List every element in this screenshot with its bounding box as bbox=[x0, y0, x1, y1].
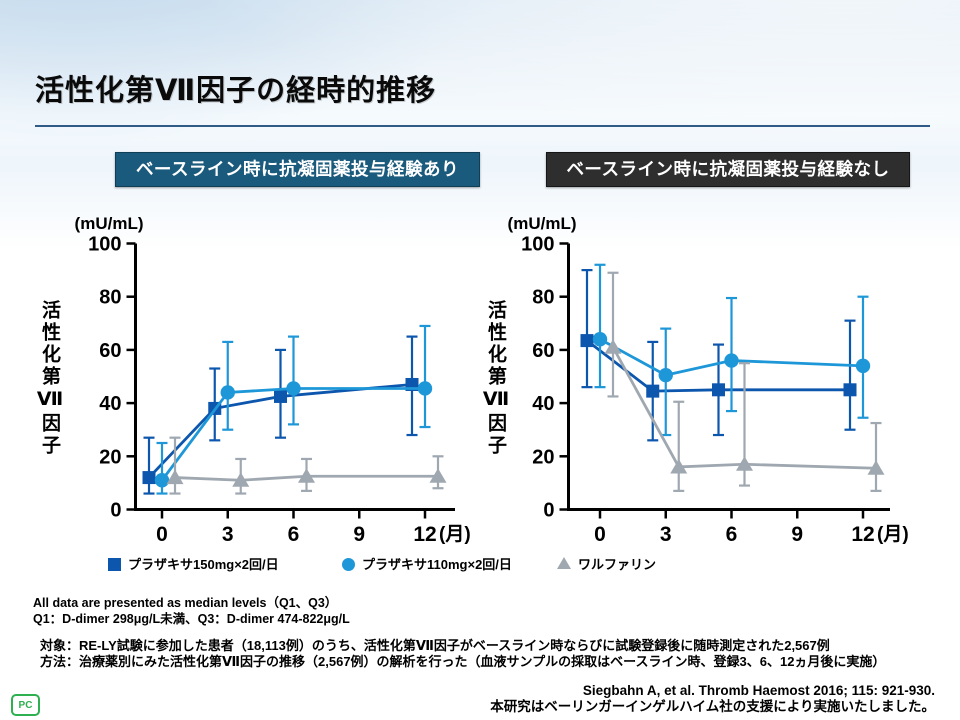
y-axis-title-right: 活性化第Ⅶ因子 bbox=[485, 300, 506, 457]
footnote-median-levels: All data are presented as median levels（… bbox=[33, 595, 350, 628]
svg-text:80: 80 bbox=[532, 287, 554, 309]
citation-support: 本研究はベーリンガーインゲルハイム社の支援により実施いたしました。 bbox=[490, 699, 935, 715]
svg-text:3: 3 bbox=[660, 523, 672, 546]
series-triangle bbox=[604, 271, 885, 492]
pc-logo: PC bbox=[11, 694, 40, 716]
series-triangle bbox=[166, 436, 447, 495]
footnote-method: 方法：治療薬別にみた活性化第Ⅶ因子の推移（2,567例）の解析を行った（血液サン… bbox=[40, 654, 886, 670]
svg-text:6: 6 bbox=[726, 523, 738, 546]
circle-marker-icon bbox=[342, 558, 355, 571]
y-axis-title-left: 活性化第Ⅶ因子 bbox=[39, 300, 60, 457]
triangle-marker-icon bbox=[557, 557, 571, 569]
legend-label: ワルファリン bbox=[578, 557, 657, 572]
legend-label: プラザキサ110mg×2回/日 bbox=[362, 557, 512, 572]
page-title: 活性化第Ⅶ因子の経時的推移 bbox=[35, 75, 437, 108]
svg-text:0: 0 bbox=[594, 523, 606, 546]
svg-text:40: 40 bbox=[99, 393, 121, 415]
svg-text:20: 20 bbox=[532, 446, 554, 468]
svg-text:0: 0 bbox=[543, 500, 554, 522]
footnote-line1: All data are presented as median levels（… bbox=[33, 596, 338, 610]
svg-text:100: 100 bbox=[521, 234, 554, 256]
svg-text:60: 60 bbox=[532, 340, 554, 362]
svg-text:3: 3 bbox=[222, 523, 234, 546]
citation-reference: Siegbahn A, et al. Thromb Haemost 2016; … bbox=[582, 683, 935, 698]
legend-item-dabigatran150: プラザキサ150mg×2回/日 bbox=[108, 554, 279, 573]
panel-header-prior-anticoagulant-no: ベースライン時に抗凝固薬投与経験なし bbox=[546, 152, 910, 187]
svg-text:(mU/mL): (mU/mL) bbox=[508, 214, 577, 233]
series-circle bbox=[154, 324, 433, 495]
square-marker-icon bbox=[108, 558, 121, 571]
svg-text:40: 40 bbox=[532, 393, 554, 415]
title-underline bbox=[35, 125, 930, 127]
series-square bbox=[580, 269, 857, 442]
svg-text:0: 0 bbox=[110, 500, 121, 522]
svg-text:12: 12 bbox=[413, 523, 436, 546]
series-circle bbox=[592, 263, 871, 437]
svg-text:(mU/mL): (mU/mL) bbox=[75, 214, 144, 233]
footnote-line2: Q1：D-dimer 298μg/L未満、Q3：D-dimer 474-822μ… bbox=[33, 612, 350, 627]
svg-text:60: 60 bbox=[99, 340, 121, 362]
footnote-study-design: 対象：RE-LY試験に参加した患者（18,113例）のうち、活性化第Ⅶ因子がベー… bbox=[40, 638, 885, 671]
svg-text:9: 9 bbox=[353, 523, 365, 546]
svg-text:100: 100 bbox=[88, 234, 121, 256]
svg-text:12: 12 bbox=[851, 523, 874, 546]
svg-text:80: 80 bbox=[99, 287, 121, 309]
svg-text:(月): (月) bbox=[877, 524, 909, 545]
panel-header-prior-anticoagulant-yes: ベースライン時に抗凝固薬投与経験あり bbox=[115, 152, 480, 187]
citation: Siegbahn A, et al. Thromb Haemost 2016; … bbox=[490, 683, 935, 715]
svg-text:0: 0 bbox=[156, 523, 168, 546]
svg-text:(月): (月) bbox=[439, 524, 471, 545]
svg-text:9: 9 bbox=[791, 523, 803, 546]
svg-text:20: 20 bbox=[99, 446, 121, 468]
legend-item-warfarin: ワルファリン bbox=[557, 554, 656, 573]
legend-label: プラザキサ150mg×2回/日 bbox=[128, 557, 279, 572]
chart-prior-anticoagulant-yes: 0 20 40 60 80 100 0 3 6 9 12 (月) (mU/mL) bbox=[75, 214, 471, 546]
svg-text:6: 6 bbox=[288, 523, 300, 546]
footnote-subject: 対象：RE-LY試験に参加した患者（18,113例）のうち、活性化第Ⅶ因子がベー… bbox=[40, 638, 830, 653]
chart-prior-anticoagulant-no: 0 20 40 60 80 100 0 3 6 9 12 (月) (mU/mL) bbox=[508, 214, 909, 546]
legend-item-dabigatran110: プラザキサ110mg×2回/日 bbox=[342, 554, 512, 573]
series-square bbox=[142, 335, 419, 495]
